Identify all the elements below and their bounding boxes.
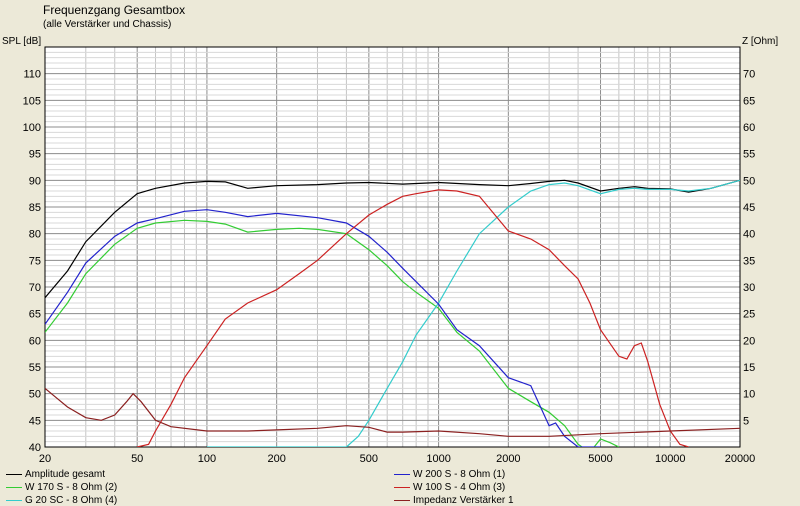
series-line-3 bbox=[206, 179, 740, 447]
y-tick-label: 95 bbox=[29, 149, 41, 161]
legend-item: G 20 SC - 8 Ohm (4) bbox=[6, 494, 117, 506]
plot-background bbox=[45, 47, 740, 447]
x-tick-label: 1000 bbox=[426, 453, 450, 465]
y-right-tick-label: 70 bbox=[743, 69, 755, 81]
y-tick-label: 70 bbox=[29, 282, 41, 294]
x-tick-label: 5000 bbox=[588, 453, 612, 465]
legend-item: Impedanz Verstärker 1 bbox=[394, 494, 514, 506]
y-right-tick-label: 40 bbox=[743, 229, 755, 241]
y-right-tick-label: 30 bbox=[743, 282, 755, 294]
legend-swatch bbox=[6, 499, 22, 501]
y-tick-label: 60 bbox=[29, 335, 41, 347]
legend: Amplitude gesamt W 170 S - 8 Ohm (2) G 20 … bbox=[0, 466, 800, 506]
x-tick-label: 500 bbox=[360, 453, 378, 465]
y-tick-label: 75 bbox=[29, 255, 41, 267]
series-line-2 bbox=[45, 219, 620, 447]
y-right-tick-label: 10 bbox=[743, 389, 755, 401]
legend-label: G 20 SC - 8 Ohm (4) bbox=[25, 494, 118, 506]
y-right-tick-label: 45 bbox=[743, 202, 755, 214]
chart-subtitle: (alle Verstärker und Chassis) bbox=[43, 19, 172, 30]
y-tick-label: 105 bbox=[23, 95, 41, 107]
x-tick-label: 100 bbox=[198, 453, 216, 465]
legend-item: W 170 S - 8 Ohm (2) bbox=[6, 481, 117, 493]
legend-label: Amplitude gesamt bbox=[25, 468, 106, 480]
x-tick-label: 200 bbox=[267, 453, 285, 465]
y-tick-label: 50 bbox=[29, 389, 41, 401]
y-axis-left-title: SPL [dB] bbox=[2, 36, 42, 47]
plot-area: 40 45 50 55 60 65 70 75 80 85 90 95 100 105 110 5 10 15 20… bbox=[23, 46, 756, 465]
y-tick-label: 90 bbox=[29, 175, 41, 187]
legend-label: W 170 S - 8 Ohm (2) bbox=[25, 481, 118, 493]
plot-frame bbox=[44, 46, 741, 448]
legend-item: W 100 S - 4 Ohm (3) bbox=[394, 481, 505, 493]
legend-swatch bbox=[394, 486, 410, 488]
y-right-tick-label: 35 bbox=[743, 255, 755, 267]
y-right-tick-label: 65 bbox=[743, 95, 755, 107]
legend-swatch bbox=[394, 473, 410, 475]
series-line-5 bbox=[137, 189, 689, 447]
series-line-1 bbox=[45, 179, 740, 299]
y-tick-label: 85 bbox=[29, 202, 41, 214]
x-tick-label: 20 bbox=[39, 453, 51, 465]
y-axis-right-title: Z [Ohm] bbox=[742, 36, 779, 47]
y-tick-label: 65 bbox=[29, 309, 41, 321]
y-tick-label: 110 bbox=[23, 69, 41, 81]
y-tick-label: 45 bbox=[29, 415, 41, 427]
y-right-tick-label: 20 bbox=[743, 335, 755, 347]
x-tick-label: 2000 bbox=[496, 453, 520, 465]
x-tick-label: 20000 bbox=[725, 453, 756, 465]
x-tick-label: 10000 bbox=[655, 453, 686, 465]
legend-label: W 200 S - 8 Ohm (1) bbox=[413, 468, 506, 480]
y-tick-label: 55 bbox=[29, 362, 41, 374]
series-line-6 bbox=[45, 387, 740, 437]
legend-swatch bbox=[6, 473, 22, 475]
y-right-tick-label: 5 bbox=[743, 415, 749, 427]
y-right-tick-label: 15 bbox=[743, 362, 755, 374]
y-right-tick-label: 55 bbox=[743, 149, 755, 161]
x-tick-label: 50 bbox=[131, 453, 143, 465]
y-tick-label: 40 bbox=[29, 442, 41, 454]
legend-label: W 100 S - 4 Ohm (3) bbox=[413, 481, 506, 493]
y-tick-label: 80 bbox=[29, 229, 41, 241]
y-right-tick-label: 60 bbox=[743, 122, 755, 134]
chart-title: Frequenzgang Gesamtbox bbox=[43, 3, 186, 17]
legend-item: Amplitude gesamt bbox=[6, 468, 105, 480]
series-line-4 bbox=[45, 209, 601, 447]
legend-swatch bbox=[6, 486, 22, 488]
y-right-tick-label: 25 bbox=[743, 309, 755, 321]
legend-item: W 200 S - 8 Ohm (1) bbox=[394, 468, 505, 480]
y-tick-label: 100 bbox=[23, 122, 41, 134]
y-right-tick-label: 50 bbox=[743, 175, 755, 187]
legend-label: Impedanz Verstärker 1 bbox=[413, 494, 514, 506]
legend-swatch bbox=[394, 499, 410, 501]
